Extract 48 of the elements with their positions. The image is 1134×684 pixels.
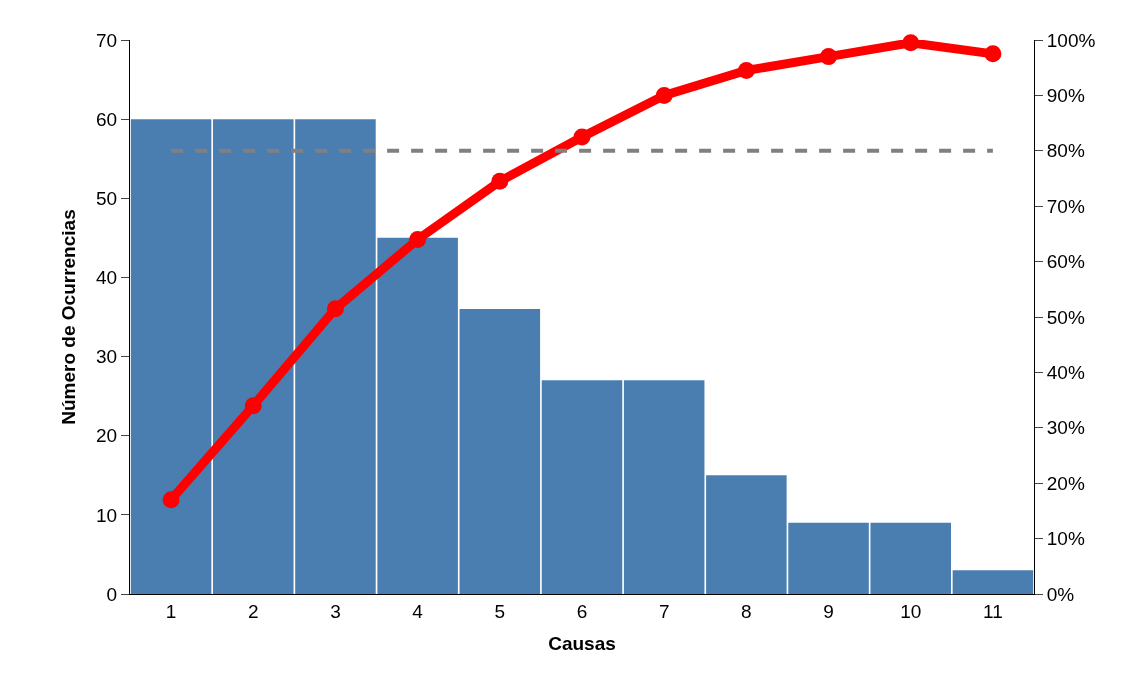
- x-tick-label: 11: [983, 600, 1003, 622]
- y2-tick-label: 90%: [1046, 85, 1085, 107]
- y-tick-label: 0: [106, 583, 118, 605]
- y-axis-title: Número de Ocurrencias: [57, 209, 79, 425]
- x-tick-label: 6: [576, 600, 588, 622]
- point: [491, 172, 509, 190]
- y-tick-label: 60: [96, 108, 118, 130]
- x-tick-label: 2: [247, 600, 259, 622]
- bar: [952, 570, 1034, 594]
- y-tick-label: 70: [96, 29, 118, 51]
- y2-tick-label: 60%: [1046, 251, 1085, 273]
- point: [409, 230, 427, 248]
- point: [573, 128, 591, 146]
- y-tick-label: 10: [96, 504, 118, 526]
- x-tick-label: 8: [741, 600, 752, 622]
- y2-tick-label: 30%: [1046, 417, 1085, 439]
- y2-tick-label: 100%: [1046, 29, 1096, 51]
- bar: [459, 309, 541, 594]
- x-tick-label: 9: [823, 600, 834, 622]
- y2-tick-label: 70%: [1046, 195, 1085, 217]
- y-tick-label: 40: [96, 267, 118, 289]
- bar: [130, 119, 212, 594]
- point: [326, 300, 344, 318]
- y-tick-label: 50: [96, 187, 118, 209]
- y-tick-label: 30: [96, 346, 118, 368]
- y2-tick-label: 50%: [1046, 306, 1085, 328]
- x-tick-label: 1: [165, 600, 177, 622]
- bar: [623, 380, 705, 594]
- y-tick-label: 20: [96, 425, 118, 447]
- point: [820, 48, 838, 66]
- point: [162, 491, 180, 509]
- y2-tick-label: 0%: [1046, 583, 1075, 605]
- point: [737, 61, 755, 79]
- x-tick-label: 4: [412, 600, 424, 622]
- point: [984, 45, 1002, 63]
- y2-tick-label: 40%: [1046, 362, 1085, 384]
- x-tick-label: 5: [494, 600, 506, 622]
- point: [244, 397, 262, 415]
- point: [902, 34, 920, 52]
- x-tick-label: 3: [330, 600, 341, 622]
- y2-tick-label: 80%: [1046, 140, 1085, 162]
- y2-tick-label: 10%: [1046, 528, 1085, 550]
- x-tick-label: 10: [900, 600, 922, 622]
- x-axis-title: Causas: [548, 632, 616, 654]
- y2-tick-label: 20%: [1046, 472, 1085, 494]
- x-tick-label: 7: [658, 600, 670, 622]
- point: [655, 86, 673, 104]
- bar: [541, 380, 623, 594]
